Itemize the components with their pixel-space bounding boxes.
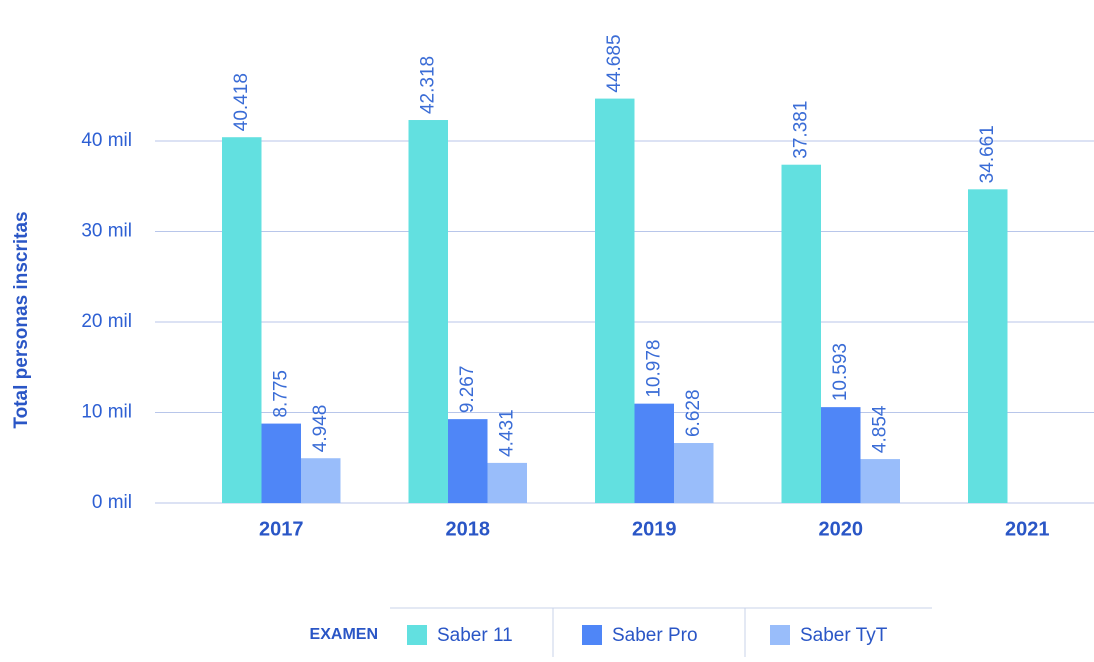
bar [674,443,714,503]
value-label: 9.267 [457,366,478,414]
legend-label: Saber Pro [612,625,698,646]
bar [860,459,900,503]
value-label: 10.978 [643,340,664,398]
y-tick-label: 20 mil [81,311,132,332]
value-label: 8.775 [270,370,291,418]
x-tick-label: 2019 [632,518,677,540]
legend-swatch [770,625,790,645]
value-label: 4.948 [310,405,331,453]
bar [408,120,448,504]
y-axis-label: Total personas inscritas [11,211,32,428]
legend-label: Saber TyT [800,625,888,646]
legend-label: Saber 11 [437,625,513,646]
value-label: 42.318 [417,56,438,114]
value-label: 4.431 [496,409,517,457]
legend-swatch [582,625,602,645]
value-label: 37.381 [790,101,811,159]
y-tick-label: 40 mil [81,130,132,151]
bar [487,462,527,503]
bar [968,189,1008,504]
y-tick-label: 30 mil [81,221,132,242]
bar [595,98,635,503]
value-label: 10.593 [830,343,851,401]
x-tick-label: 2020 [819,518,864,540]
value-label: 6.628 [683,389,704,437]
x-tick-label: 2021 [1005,518,1050,540]
bar [261,423,301,503]
bar [301,458,341,503]
value-label: 40.418 [231,73,252,131]
y-tick-label: 10 mil [81,402,132,423]
value-label: 4.854 [869,405,890,453]
bar [821,407,861,503]
value-label: 34.661 [977,125,998,183]
x-tick-label: 2017 [259,518,304,540]
bar [781,164,821,503]
bar [448,419,488,503]
legend-swatch [407,625,427,645]
x-tick-label: 2018 [446,518,491,540]
bar [222,137,262,503]
value-label: 44.685 [604,34,625,92]
y-tick-label: 0 mil [92,492,132,513]
legend-title: EXAMEN [310,626,378,643]
bar [634,403,674,503]
